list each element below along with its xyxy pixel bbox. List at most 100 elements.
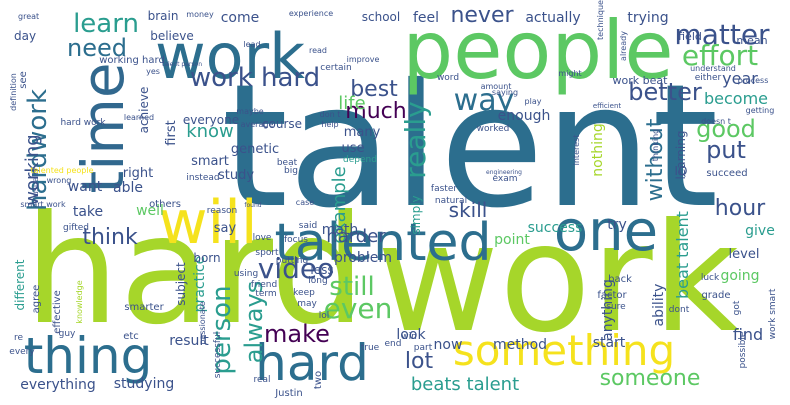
cloud-word-work-beat: work beat [613, 74, 669, 87]
cloud-word-engineering: engineering [486, 169, 522, 176]
cloud-word-reason: reason [207, 206, 237, 216]
cloud-word-practice: practice [192, 256, 208, 313]
cloud-word-field: field [678, 30, 702, 43]
cloud-word-matter: matter [674, 18, 770, 51]
cloud-word-better: better [628, 78, 702, 106]
cloud-word-definition: definition [9, 73, 18, 111]
cloud-word-put: put [706, 136, 746, 164]
cloud-word-smart: smart [191, 154, 229, 169]
cloud-word-factor: factor [597, 290, 627, 301]
cloud-word-come: come [221, 10, 260, 26]
cloud-word-success: success [528, 220, 583, 236]
cloud-word-might: might [558, 69, 581, 78]
cloud-word-actually: actually [525, 10, 580, 26]
cloud-word-video: video [258, 252, 334, 285]
cloud-word-certain: certain [320, 63, 351, 73]
cloud-word-work: work [155, 20, 305, 93]
cloud-word-instead: instead [186, 173, 219, 183]
cloud-word-even: even [324, 292, 393, 325]
cloud-word-talent: talent [221, 48, 718, 246]
cloud-word-using: using [234, 269, 258, 279]
cloud-word-feel: feel [413, 10, 439, 26]
cloud-word-trying: trying [627, 10, 668, 26]
cloud-word-process: process [738, 76, 769, 85]
cloud-word-iq: IQ [675, 164, 688, 178]
cloud-word-don-t: don t [320, 110, 341, 119]
cloud-word-first: first [164, 120, 179, 145]
cloud-word-justin: Justin [274, 388, 303, 399]
cloud-word-gifted: gifted [63, 223, 89, 233]
cloud-word-person: person [207, 285, 237, 374]
cloud-word-everything: everything [20, 377, 96, 393]
cloud-word-successful: successful [213, 332, 223, 379]
cloud-word-working-hard: working hard [99, 55, 165, 66]
cloud-word-experience: experience [289, 9, 333, 18]
cloud-word-long: long [308, 276, 327, 286]
cloud-word-see: see [18, 71, 29, 89]
cloud-word-depend: depend [343, 155, 377, 165]
cloud-word-course: course [262, 117, 302, 131]
cloud-word-much: much [345, 99, 406, 124]
cloud-word-time: time [69, 62, 137, 193]
cloud-word-hour: hour [715, 196, 766, 221]
cloud-word-money: money [186, 10, 214, 19]
cloud-word-keep: keep [293, 288, 315, 298]
cloud-word-doesn-t: doesn t [701, 117, 731, 126]
cloud-word-subject: subject [174, 262, 188, 306]
cloud-word-enough: enough [498, 108, 551, 124]
cloud-word-need: need [67, 34, 127, 62]
cloud-word-problem: problem [334, 250, 392, 266]
cloud-word-thinking: thinking [651, 129, 660, 162]
cloud-word-lot: lot [405, 349, 434, 374]
cloud-word-take: take [73, 204, 103, 220]
cloud-word-others: others [149, 199, 181, 210]
cloud-word-succeed: succeed [706, 168, 747, 179]
cloud-word-every: every [9, 347, 35, 357]
cloud-word-hardwork: hardwork [23, 89, 53, 211]
cloud-word-hard: hard [255, 334, 369, 392]
cloud-word-dont: dont [669, 305, 690, 315]
cloud-word-natural: natural [435, 196, 467, 206]
cloud-word-beat-talent: beat talent [673, 211, 692, 299]
cloud-word-genetic: genetic [231, 142, 279, 157]
cloud-word-interest: interest [572, 135, 581, 166]
cloud-word-exam: exam [493, 174, 518, 184]
cloud-word-talented-people: talented people [30, 166, 93, 175]
cloud-word-amount: amount [481, 82, 512, 91]
cloud-word-different: different [13, 259, 27, 310]
cloud-word-read: read [309, 46, 327, 55]
cloud-word-improve: improve [347, 55, 380, 64]
cloud-word-term: term [255, 289, 276, 299]
cloud-word-work: work [377, 192, 740, 366]
cloud-word-learn: learn [73, 9, 139, 39]
cloud-word-luck: luck [701, 273, 720, 283]
cloud-word-faster: faster [431, 184, 457, 194]
cloud-word-now: now [434, 337, 463, 353]
cloud-word-always: always [240, 281, 268, 363]
cloud-word-learned: learned [124, 113, 154, 122]
cloud-word-focus: focus [284, 235, 308, 245]
cloud-word-life: life [338, 93, 365, 114]
cloud-word-someone: someone [600, 366, 701, 391]
cloud-word-world: world [364, 260, 367, 263]
cloud-word-know: know [186, 121, 234, 142]
cloud-word-one: one [554, 199, 658, 264]
cloud-word-part: part [414, 343, 433, 353]
cloud-word-start: start [593, 335, 626, 351]
cloud-word-brain: brain [148, 9, 179, 23]
cloud-word-yes: yes [146, 67, 160, 76]
cloud-word-something: something [453, 326, 675, 375]
cloud-word-work-hard: work hard [190, 63, 320, 93]
cloud-word-already: already [619, 31, 628, 61]
cloud-word-make: make [264, 320, 330, 348]
cloud-word-best: best [350, 77, 398, 102]
cloud-word-find: find [733, 325, 763, 344]
cloud-word-end: end [385, 339, 402, 349]
cloud-word-beat: beat [277, 158, 298, 168]
cloud-word-school: school [362, 10, 400, 24]
cloud-word-think: think [82, 225, 138, 250]
cloud-word-less: less [310, 263, 333, 277]
cloud-word-sure: sure [606, 302, 626, 312]
cloud-word-working: working [22, 134, 43, 205]
